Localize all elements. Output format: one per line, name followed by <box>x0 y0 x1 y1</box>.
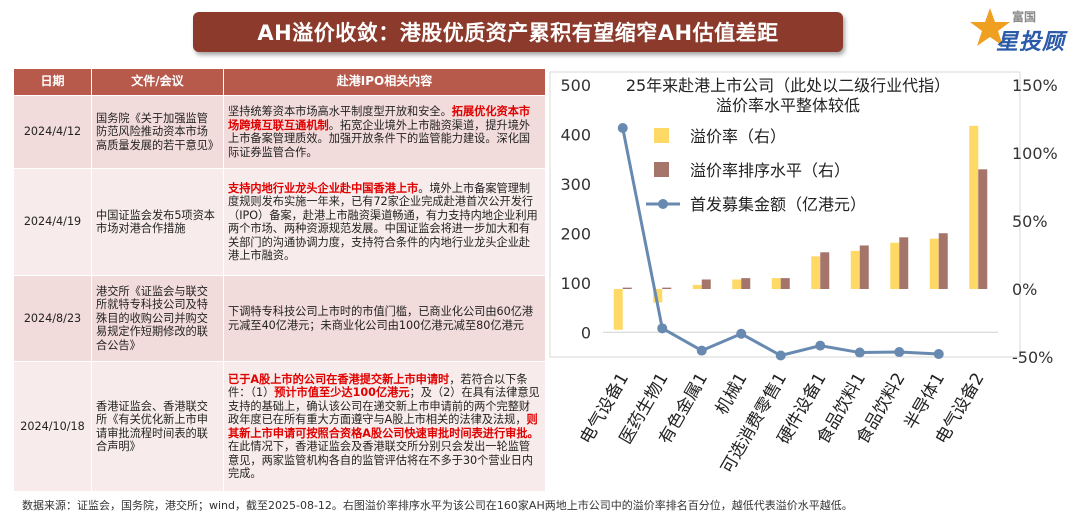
star-icon <box>970 8 1010 46</box>
highlighted-text: 则其新上市申请可按照合资格A股公司快速审批时间表进行审批。 <box>228 413 539 440</box>
bar-rank <box>978 169 988 289</box>
bar-premium <box>969 125 979 289</box>
row-document: 国务院《关于加强监管防范风险推动资本市场高质量发展的若干意见》 <box>91 95 224 169</box>
content-text: 下调特专科技公司上市时的市值门槛，已商业化公司由60亿港元减至40亿港元；未商业… <box>228 305 534 332</box>
policy-table: 日期 文件/会议 赴港IPO相关内容 2024/4/12 国务院《关于加强监管防… <box>13 68 546 492</box>
highlighted-text: 拓展优化资本市场跨境互联互通机制 <box>228 105 531 132</box>
chart-title-line1: 25年来赴港上市公司（此处以二级行业代指） <box>626 76 950 95</box>
row-content: 坚持统筹资本市场高水平制度型开放和安全。拓展优化资本市场跨境互联互通机制。拓宽企… <box>223 95 546 169</box>
bar-rank <box>701 279 711 289</box>
left-axis-tick: 100 <box>560 274 591 293</box>
bar-rank <box>859 245 869 289</box>
bar-premium <box>771 278 781 289</box>
row-date: 2024/10/18 <box>13 361 92 492</box>
row-content: 支持内地行业龙头企业赴中国香港上市。境外上市备案管理制度规则发布实施一年来，已有… <box>223 168 546 276</box>
chart-frame <box>549 71 1021 358</box>
bar-premium <box>692 284 702 289</box>
legend-label: 溢价率排序水平（右） <box>690 161 850 180</box>
logo-main-text: 星投顾 <box>996 30 1066 55</box>
bar-premium <box>890 242 900 289</box>
header-date: 日期 <box>13 68 92 96</box>
bar-rank <box>662 287 672 289</box>
logo-top-text: 富国 <box>1012 10 1037 24</box>
bar-premium <box>811 256 821 289</box>
source-note: 数据来源：证监会，国务院，港交所；wind，截至2025-08-12。右图溢价率… <box>22 499 853 512</box>
row-document: 中国证监会发布5项资本市场对港合作措施 <box>91 168 224 276</box>
legend-label: 溢价率（右） <box>690 127 786 146</box>
bar-premium <box>613 289 623 330</box>
right-axis-tick: -50% <box>1012 348 1053 367</box>
table-row: 2024/10/18 香港证监会、香港联交所《有关优化新上市申请审批流程时间表的… <box>13 361 546 492</box>
highlighted-text: 已于A股上市的公司在香港提交新上市申请时 <box>228 372 450 386</box>
table-row: 2024/4/12 国务院《关于加强监管防范风险推动资本市场高质量发展的若干意见… <box>13 95 546 169</box>
bar-premium <box>732 279 742 289</box>
content-text: 在此情况下，香港证监会及香港联交所分别只会发出一轮监管意见，两家监管机构各自的监… <box>228 440 534 480</box>
ipo-amount-point <box>657 323 668 334</box>
row-content: 下调特专科技公司上市时的市值门槛，已商业化公司由60亿港元减至40亿港元；未商业… <box>223 275 546 362</box>
legend-label: 首发募集金额（亿港元） <box>690 195 866 214</box>
left-axis-tick: 300 <box>560 175 591 194</box>
left-axis-tick: 200 <box>560 224 591 243</box>
ipo-premium-chart: 0100200300400500-50%0%50%100%150%电气设备1医药… <box>549 71 1058 477</box>
bar-rank <box>820 252 830 289</box>
right-axis-tick: 100% <box>1012 144 1058 163</box>
table-row: 2024/8/23 港交所《证监会与联交所就特专科技公司及特殊目的收购公司并购交… <box>13 275 546 362</box>
ipo-amount-point <box>933 349 944 360</box>
ipo-amount-point <box>617 123 628 134</box>
ipo-amount-point <box>815 340 826 351</box>
table-row: 2024/4/19 中国证监会发布5项资本市场对港合作措施 支持内地行业龙头企业… <box>13 168 546 276</box>
row-document: 港交所《证监会与联交所就特专科技公司及特殊目的收购公司并购交易规定作短期修改的联… <box>91 275 224 362</box>
content-text: ；及（2）在具有法律意见支持的基础上，确认该公司在递交新上市申请前的两个完整财政… <box>228 386 540 426</box>
ipo-amount-point <box>894 347 905 358</box>
title-banner: AH溢价收敛：港股优质资产累积有望缩窄AH估值差距 <box>193 12 843 52</box>
legend-marker <box>658 199 668 209</box>
category-label: 机械1 <box>712 370 752 419</box>
bar-premium <box>850 250 860 289</box>
legend-swatch <box>654 128 669 143</box>
row-date: 2024/8/23 <box>13 275 92 362</box>
header-content: 赴港IPO相关内容 <box>223 68 546 96</box>
ipo-amount-point <box>696 345 707 356</box>
row-content: 已于A股上市的公司在香港提交新上市申请时，若符合以下条件：（1）预计市值至少达1… <box>223 361 546 492</box>
content-text: 坚持统筹资本市场高水平制度型开放和安全。 <box>228 105 452 118</box>
bar-rank <box>938 233 948 289</box>
right-axis-tick: 50% <box>1012 212 1048 231</box>
brand-logo: 富国 星投顾 <box>968 4 1078 56</box>
left-axis-tick: 500 <box>560 76 591 95</box>
bar-rank <box>622 287 632 289</box>
highlighted-text: 支持内地行业龙头企业赴中国香港上市 <box>228 181 419 195</box>
right-axis-tick: 0% <box>1012 280 1037 299</box>
content-text: 。境外上市备案管理制度规则发布实施一年来，已有72家企业完成赴港首次公开发行（I… <box>228 181 538 263</box>
chart-title-line2: 溢价率水平整体较低 <box>716 96 860 115</box>
ipo-amount-point <box>854 347 865 358</box>
right-axis-tick: 150% <box>1012 76 1058 95</box>
row-date: 2024/4/12 <box>13 95 92 169</box>
left-axis-tick: 0 <box>581 323 591 342</box>
bar-rank <box>899 237 909 289</box>
ipo-amount-point <box>736 328 747 339</box>
header-document: 文件/会议 <box>91 68 224 96</box>
row-date: 2024/4/19 <box>13 168 92 276</box>
content-text: 。拓宽企业境外上市融资渠道，提升境外上市备案管理质效。加强开放条件下的监管能力建… <box>228 118 531 159</box>
legend-swatch <box>654 162 669 177</box>
bar-premium <box>653 289 663 303</box>
table-header-row: 日期 文件/会议 赴港IPO相关内容 <box>13 68 546 96</box>
bar-rank <box>741 278 751 289</box>
bar-premium <box>929 238 939 289</box>
left-axis-tick: 400 <box>560 125 591 144</box>
ipo-amount-point <box>775 350 786 361</box>
page-title: AH溢价收敛：港股优质资产累积有望缩窄AH估值差距 <box>257 21 779 45</box>
row-document: 香港证监会、香港联交所《有关优化新上市申请审批流程时间表的联合声明》 <box>91 361 224 492</box>
bar-rank <box>780 278 790 289</box>
highlighted-text: 预计市值至少达100亿港元 <box>274 386 410 399</box>
content-text: ，若符合以下条件：（1） <box>228 372 528 400</box>
